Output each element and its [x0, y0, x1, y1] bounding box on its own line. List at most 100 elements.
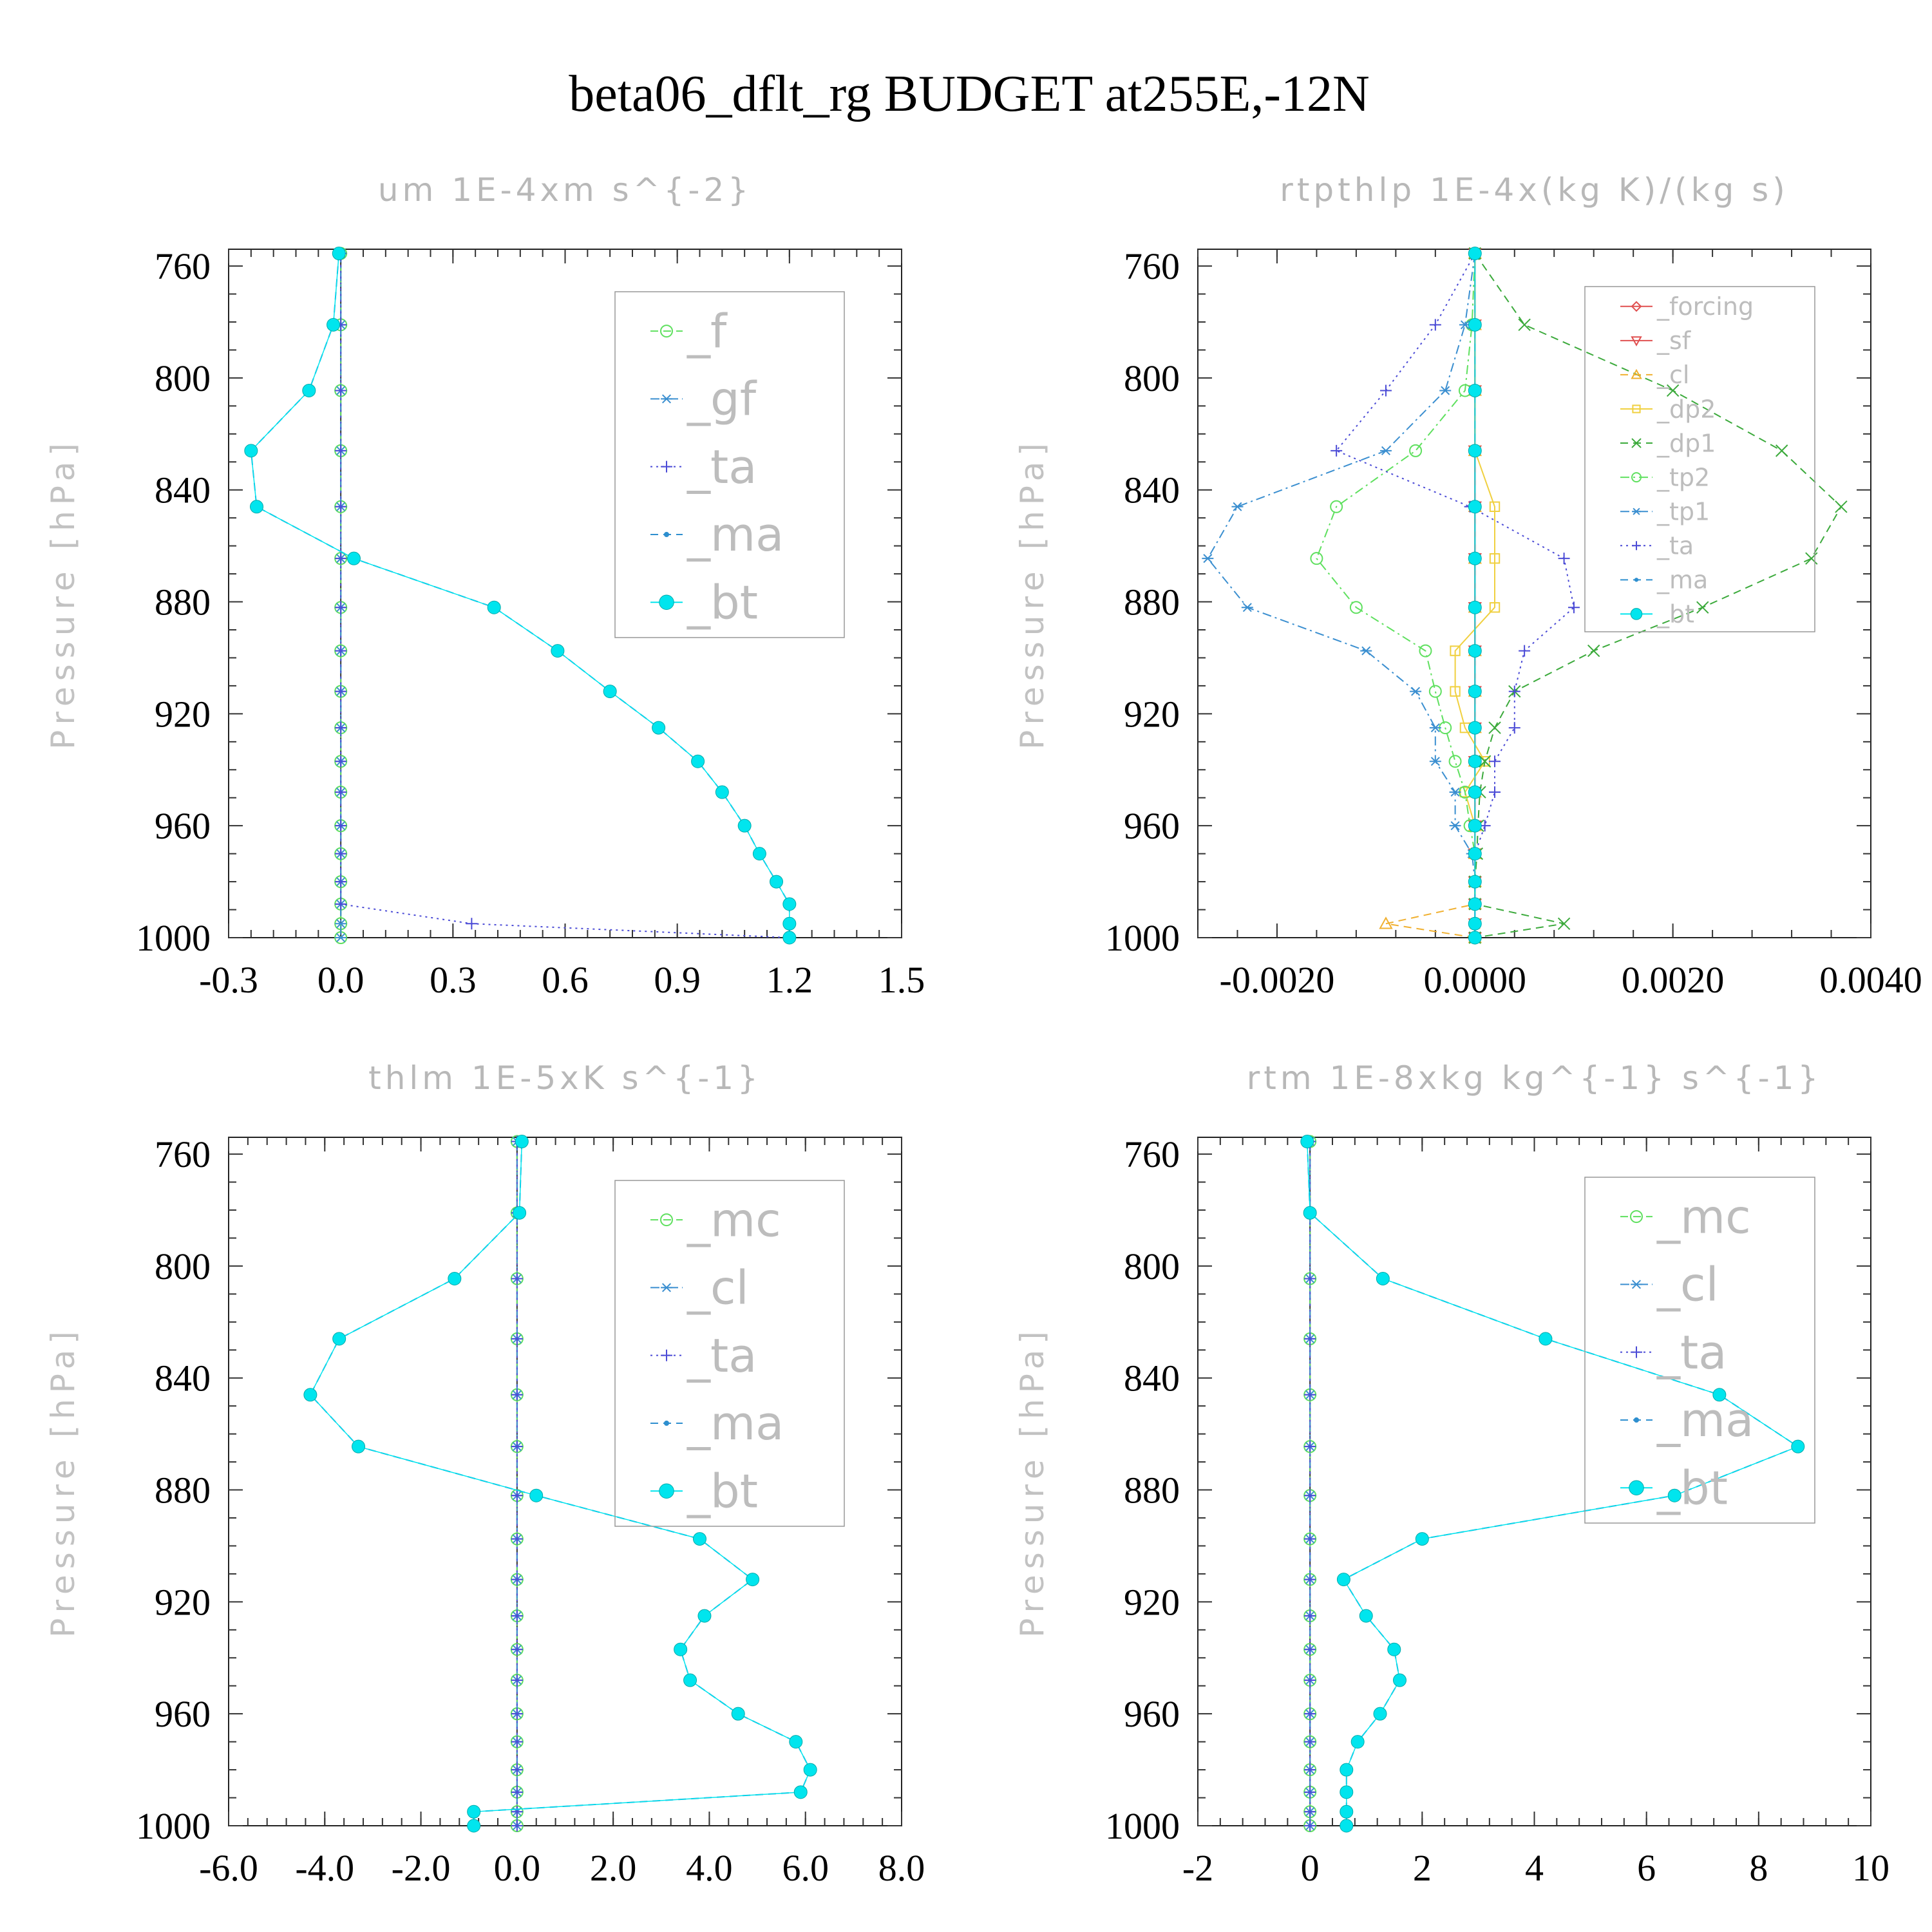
data-point — [1304, 1643, 1316, 1656]
legend-marker — [1631, 1280, 1642, 1289]
data-point — [511, 1610, 523, 1622]
legend-label: _dp1 — [1656, 429, 1716, 457]
legend-marker — [1629, 1480, 1644, 1495]
legend-marker — [1631, 368, 1642, 379]
data-point — [1419, 644, 1432, 658]
y-tick-label: 920 — [155, 693, 211, 735]
data-point — [511, 1674, 523, 1687]
data-point — [803, 1763, 817, 1777]
data-point — [1349, 601, 1363, 614]
legend-label: _tp2 — [1656, 463, 1710, 491]
x-tick-label: 4.0 — [686, 1847, 733, 1889]
data-point — [1336, 1573, 1350, 1587]
data-point — [1304, 1610, 1316, 1622]
data-point — [467, 1819, 481, 1833]
data-point — [511, 1573, 523, 1586]
data-point — [335, 876, 347, 888]
x-tick-label: 8.0 — [878, 1847, 925, 1889]
legend-box — [614, 291, 845, 638]
data-point — [1241, 603, 1253, 612]
legend-label: _ta — [1656, 532, 1694, 560]
chart-panel-4: rtm 1E-8xkg kg^{-1} s^{-1} Pressure [hPa]… — [1014, 1059, 1889, 1889]
data-point — [731, 1707, 745, 1721]
legend-marker — [659, 1483, 674, 1499]
x-tick-label: 0.0 — [317, 959, 365, 1001]
series-ta — [1304, 1135, 1316, 1832]
series-ta — [511, 1135, 523, 1832]
legend-label: _f — [687, 304, 728, 358]
y-tick-label: 920 — [1124, 693, 1180, 735]
series-tp1 — [1202, 249, 1481, 943]
figure-title: beta06_dflt_rg BUDGET at255E,-12N — [569, 66, 1370, 122]
legend-box — [1584, 1177, 1815, 1524]
data-point — [1489, 755, 1501, 768]
legend-label: _ta — [687, 1329, 757, 1383]
data-point — [511, 1708, 523, 1720]
data-point — [1468, 685, 1482, 699]
data-point — [302, 383, 316, 397]
data-point — [1489, 553, 1501, 564]
data-point — [1468, 916, 1482, 931]
data-point — [1489, 602, 1501, 613]
data-point — [1468, 600, 1482, 614]
data-point — [1518, 318, 1531, 332]
data-point — [335, 444, 347, 457]
legend-box — [614, 1180, 845, 1527]
legend-marker — [1630, 1210, 1643, 1224]
data-point — [466, 918, 478, 930]
data-point — [250, 500, 264, 514]
legend-marker — [1631, 1346, 1642, 1358]
data-point — [335, 848, 347, 860]
series-line — [1207, 253, 1476, 938]
series-tp2 — [1310, 247, 1482, 944]
panel-title: thlm 1E-5xK s^{-1} — [368, 1059, 762, 1097]
data-point — [793, 1785, 808, 1799]
y-tick-label: 880 — [1124, 1470, 1180, 1511]
data-point — [511, 1332, 523, 1345]
data-point — [1376, 1271, 1390, 1285]
series-line — [1335, 253, 1575, 938]
data-point — [1304, 1533, 1316, 1545]
x-tick-label: -0.3 — [199, 959, 258, 1001]
y-axis-label: Pressure [hPa] — [44, 1325, 82, 1638]
legend-label: _ma — [1656, 1393, 1754, 1447]
data-point — [511, 1533, 523, 1545]
y-tick-label: 960 — [1124, 805, 1180, 847]
data-point — [782, 931, 797, 945]
data-point — [1468, 785, 1482, 799]
legend-label: _bt — [1656, 600, 1694, 629]
data-point — [1304, 1674, 1316, 1687]
data-point — [697, 1609, 712, 1623]
y-tick-label: 800 — [155, 357, 211, 399]
y-tick-label: 960 — [155, 805, 211, 847]
legend-marker — [1632, 507, 1641, 515]
data-point — [335, 722, 347, 734]
data-point — [303, 1388, 317, 1402]
data-point — [1373, 1707, 1387, 1721]
data-point — [1508, 685, 1520, 697]
x-tick-label: 8 — [1749, 1847, 1768, 1889]
plot-frame — [1197, 1137, 1871, 1826]
y-tick-label: 1000 — [1105, 1805, 1180, 1847]
data-point — [511, 1764, 523, 1776]
data-point — [1468, 721, 1482, 735]
panel-title: rtm 1E-8xkg kg^{-1} s^{-1} — [1247, 1059, 1823, 1097]
data-point — [1449, 821, 1461, 831]
data-point — [1449, 788, 1461, 797]
data-point — [1300, 1135, 1314, 1149]
data-point — [1468, 931, 1482, 945]
x-tick-label: 10 — [1852, 1847, 1889, 1889]
data-point — [332, 247, 346, 261]
data-point — [674, 1642, 688, 1656]
data-point — [515, 1135, 529, 1149]
legend-label: _mc — [687, 1193, 781, 1247]
x-tick-label: 4 — [1525, 1847, 1544, 1889]
legend-marker — [663, 531, 670, 538]
x-tick-label: -2.0 — [392, 1847, 451, 1889]
x-tick-label: 0.0 — [494, 1847, 541, 1889]
data-point — [335, 898, 347, 910]
data-point — [335, 553, 347, 565]
plot-frame — [228, 1137, 902, 1826]
data-point — [1468, 754, 1482, 768]
data-point — [1489, 501, 1501, 512]
